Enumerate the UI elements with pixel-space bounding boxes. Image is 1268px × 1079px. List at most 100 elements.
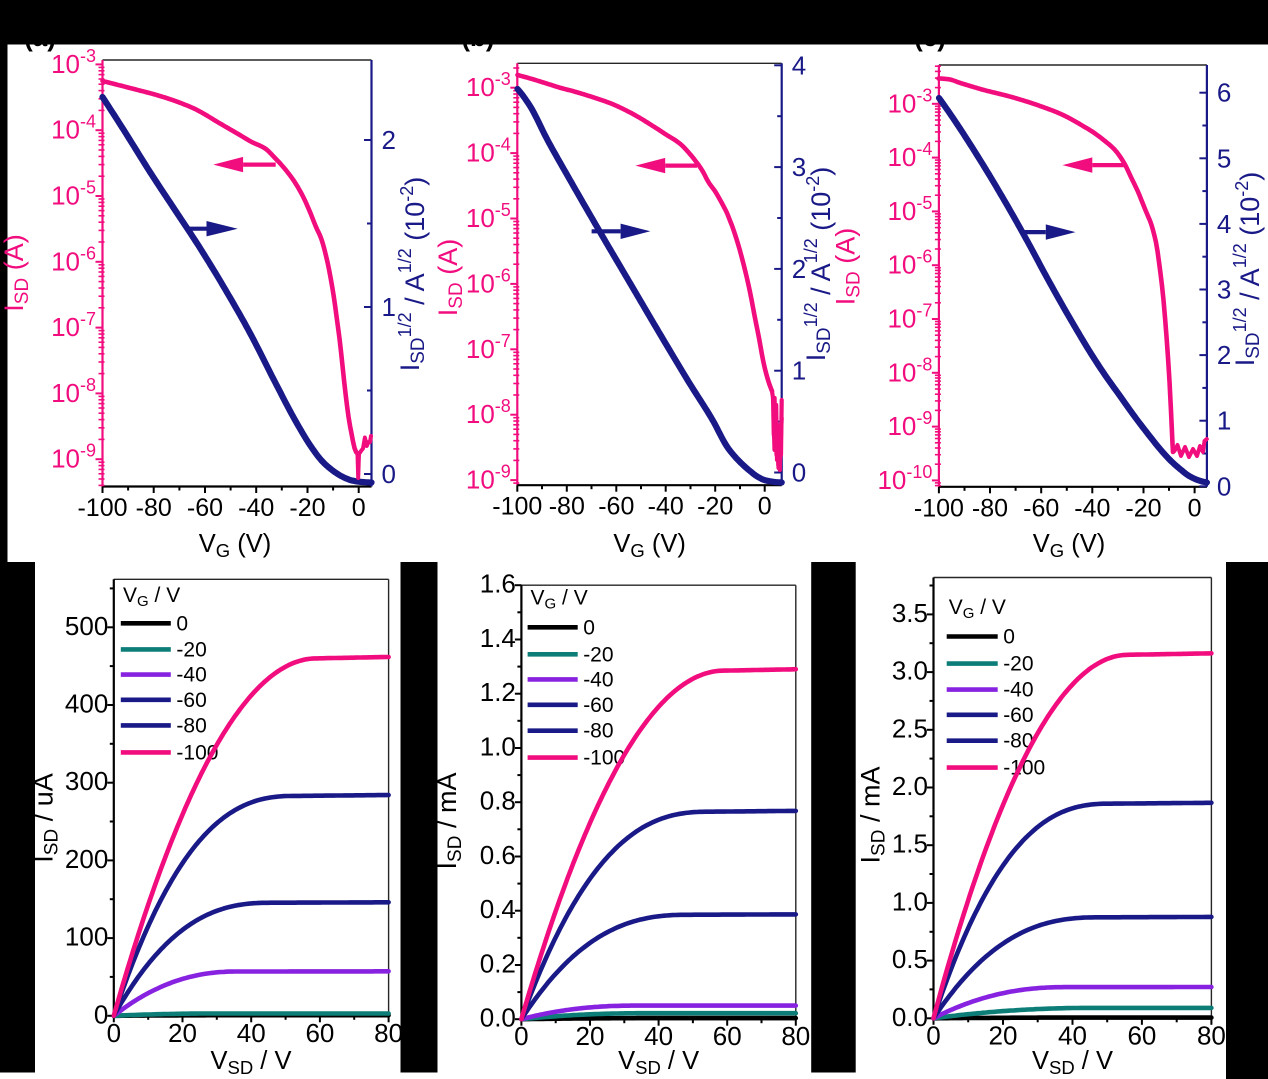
svg-text:1.2: 1.2 — [480, 677, 516, 707]
svg-text:1.4: 1.4 — [480, 623, 516, 653]
svg-text:2.5: 2.5 — [892, 713, 928, 743]
svg-text:(b): (b) — [461, 22, 494, 52]
svg-text:ISD1/2 / A1/2 (10-2): ISD1/2 / A1/2 (10-2) — [1230, 172, 1265, 367]
svg-text:3: 3 — [792, 152, 806, 182]
svg-text:6: 6 — [1217, 78, 1231, 108]
svg-text:10-4: 10-4 — [466, 135, 511, 168]
svg-text:400: 400 — [65, 689, 108, 719]
svg-text:10-9: 10-9 — [466, 462, 511, 495]
svg-text:-40: -40 — [583, 668, 613, 691]
svg-text:10-3: 10-3 — [887, 85, 932, 118]
svg-text:10-5: 10-5 — [887, 193, 932, 226]
svg-text:-20: -20 — [1125, 494, 1161, 522]
svg-text:VSD / V: VSD / V — [211, 1047, 292, 1078]
svg-text:0.0: 0.0 — [892, 1002, 928, 1032]
svg-text:0: 0 — [176, 612, 188, 635]
svg-text:10-8: 10-8 — [887, 354, 932, 387]
svg-text:ISD / mA: ISD / mA — [856, 767, 890, 864]
svg-text:10-7: 10-7 — [51, 309, 96, 342]
svg-text:-20: -20 — [697, 493, 733, 521]
svg-text:3: 3 — [1217, 275, 1231, 305]
svg-text:10-4: 10-4 — [51, 112, 96, 145]
svg-text:10-3: 10-3 — [51, 46, 96, 79]
svg-text:-80: -80 — [136, 494, 172, 522]
svg-text:VG (V): VG (V) — [613, 530, 685, 561]
svg-text:VSD / V: VSD / V — [1032, 1047, 1113, 1078]
svg-text:1.5: 1.5 — [892, 829, 928, 859]
svg-text:10-8: 10-8 — [51, 375, 96, 408]
svg-text:-100: -100 — [914, 494, 964, 522]
svg-text:300: 300 — [65, 766, 108, 796]
svg-text:0: 0 — [792, 458, 806, 488]
svg-text:ISD (A): ISD (A) — [0, 234, 33, 311]
svg-text:10-5: 10-5 — [466, 200, 511, 233]
svg-text:200: 200 — [65, 844, 108, 874]
svg-text:0: 0 — [1217, 471, 1231, 501]
svg-text:-20: -20 — [176, 638, 206, 661]
svg-text:VG (V): VG (V) — [199, 530, 271, 561]
svg-text:-80: -80 — [583, 720, 613, 743]
svg-text:20: 20 — [576, 1021, 605, 1051]
svg-text:60: 60 — [1127, 1020, 1156, 1050]
svg-text:(a): (a) — [24, 22, 56, 52]
svg-text:0: 0 — [382, 459, 396, 489]
svg-text:-60: -60 — [187, 494, 223, 522]
svg-text:2: 2 — [382, 125, 396, 155]
svg-text:0.4: 0.4 — [480, 894, 516, 924]
svg-text:0.5: 0.5 — [892, 944, 928, 974]
svg-text:10-5: 10-5 — [51, 178, 96, 211]
svg-text:-60: -60 — [1023, 494, 1059, 522]
svg-text:40: 40 — [1058, 1020, 1087, 1050]
svg-text:-80: -80 — [549, 493, 585, 521]
svg-text:ISD1/2 / A1/2 (10-2): ISD1/2 / A1/2 (10-2) — [801, 167, 836, 362]
svg-text:-80: -80 — [972, 494, 1008, 522]
svg-text:3.0: 3.0 — [892, 656, 928, 686]
svg-text:VG / V: VG / V — [531, 587, 588, 613]
svg-text:-80: -80 — [176, 714, 206, 737]
svg-text:2: 2 — [1217, 340, 1231, 370]
svg-text:10-3: 10-3 — [466, 69, 511, 102]
svg-text:-60: -60 — [598, 493, 634, 521]
svg-text:20: 20 — [168, 1018, 197, 1048]
svg-text:0: 0 — [583, 616, 595, 639]
svg-text:VG / V: VG / V — [949, 596, 1006, 622]
svg-text:-80: -80 — [1003, 730, 1033, 753]
svg-text:ISD (A): ISD (A) — [831, 228, 865, 305]
svg-text:-40: -40 — [1074, 494, 1110, 522]
svg-text:10-6: 10-6 — [466, 265, 511, 298]
svg-text:3.5: 3.5 — [892, 598, 928, 628]
svg-text:1: 1 — [382, 292, 396, 322]
svg-text:1: 1 — [1217, 406, 1231, 436]
svg-text:VG / V: VG / V — [123, 584, 180, 610]
svg-text:10-9: 10-9 — [887, 408, 932, 441]
svg-text:4: 4 — [792, 50, 806, 80]
svg-text:10-9: 10-9 — [51, 441, 96, 474]
svg-text:-60: -60 — [176, 689, 206, 712]
svg-text:5: 5 — [1217, 143, 1231, 173]
svg-text:0: 0 — [107, 1018, 121, 1048]
svg-text:10-6: 10-6 — [51, 243, 96, 276]
svg-text:10-7: 10-7 — [466, 331, 511, 364]
svg-text:0: 0 — [758, 493, 772, 521]
svg-text:2: 2 — [792, 254, 806, 284]
svg-text:0: 0 — [1003, 626, 1015, 649]
svg-text:1.0: 1.0 — [480, 732, 516, 762]
svg-text:-40: -40 — [1003, 679, 1033, 702]
svg-text:(c): (c) — [914, 22, 946, 52]
svg-text:40: 40 — [644, 1021, 673, 1051]
svg-text:-20: -20 — [1003, 653, 1033, 676]
svg-text:0: 0 — [514, 1021, 528, 1051]
svg-text:20: 20 — [989, 1020, 1018, 1050]
svg-text:0.0: 0.0 — [480, 1003, 516, 1033]
svg-text:60: 60 — [713, 1021, 742, 1051]
svg-text:-40: -40 — [648, 493, 684, 521]
svg-text:80: 80 — [1197, 1020, 1226, 1050]
svg-text:4: 4 — [1217, 209, 1231, 239]
svg-text:1.6: 1.6 — [480, 569, 516, 599]
svg-text:0.6: 0.6 — [480, 840, 516, 870]
svg-text:0: 0 — [352, 494, 366, 522]
svg-text:10-6: 10-6 — [887, 247, 932, 280]
svg-text:0.8: 0.8 — [480, 786, 516, 816]
svg-text:1.0: 1.0 — [892, 886, 928, 916]
svg-text:-60: -60 — [583, 694, 613, 717]
